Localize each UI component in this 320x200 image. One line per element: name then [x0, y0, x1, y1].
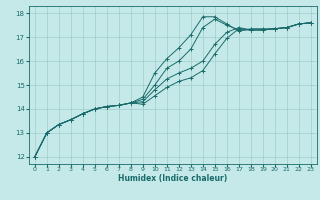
- X-axis label: Humidex (Indice chaleur): Humidex (Indice chaleur): [118, 174, 228, 183]
